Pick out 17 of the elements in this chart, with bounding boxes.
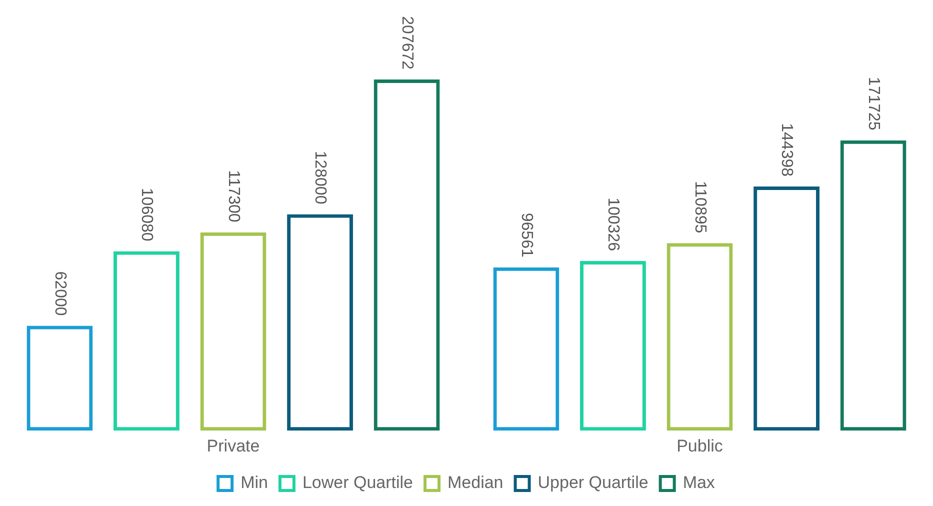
data-label: 62000: [51, 271, 68, 316]
legend-label: Lower Quartile: [302, 473, 414, 492]
legend-label: Upper Quartile: [538, 473, 648, 492]
data-label: 110895: [691, 180, 708, 234]
legend-label: Min: [240, 473, 268, 492]
data-label: 106080: [138, 188, 156, 242]
data-label: 144398: [778, 123, 796, 177]
data-label: 100326: [604, 198, 622, 252]
data-label: 171725: [864, 76, 882, 130]
legend-label: Max: [682, 473, 716, 492]
data-label: 117300: [224, 170, 242, 222]
x-tick-label: Private: [206, 436, 260, 456]
data-label: 128000: [312, 150, 329, 204]
x-tick-label: Public: [676, 436, 724, 456]
data-label: 207672: [398, 16, 416, 70]
data-label: 96561: [518, 212, 535, 258]
legend-label: Median: [448, 473, 504, 492]
